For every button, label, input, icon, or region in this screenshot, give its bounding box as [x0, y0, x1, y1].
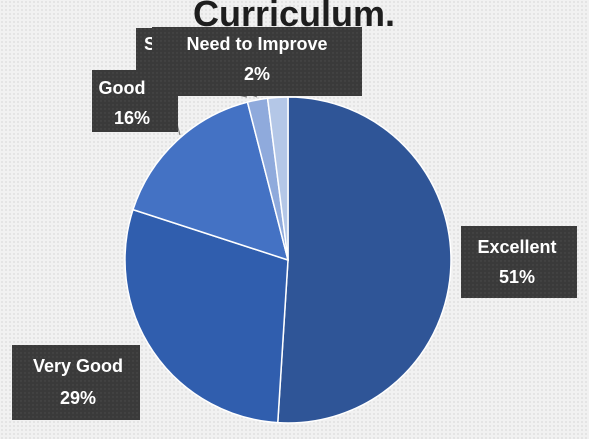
- data-label-good: Good 16%: [92, 70, 178, 132]
- data-label-need-to-improve: Need to Improve 2%: [152, 27, 362, 96]
- data-label-value: 51%: [499, 267, 535, 287]
- pie-slice-good: [132, 101, 290, 262]
- pie-slices: [124, 96, 452, 424]
- data-label-value: 2%: [244, 64, 270, 84]
- data-label-very-good: Very Good 29%: [12, 345, 140, 420]
- data-label-excellent: Excellent 51%: [461, 226, 577, 298]
- pie-slice-very-good: [124, 208, 289, 424]
- data-label-value: 29%: [60, 388, 96, 408]
- data-label-value: 16%: [114, 108, 150, 128]
- data-label-name: Need to Improve: [186, 34, 327, 54]
- data-label-name: Excellent: [477, 237, 556, 257]
- pie-slice-excellent: [276, 96, 452, 424]
- data-label-box: [152, 27, 362, 96]
- data-label-name: Good: [99, 78, 146, 98]
- data-label-box: [12, 345, 140, 420]
- data-label-box: [461, 226, 577, 298]
- data-label-name: Very Good: [33, 356, 123, 376]
- pie-slice-need-to-improve: [266, 96, 289, 261]
